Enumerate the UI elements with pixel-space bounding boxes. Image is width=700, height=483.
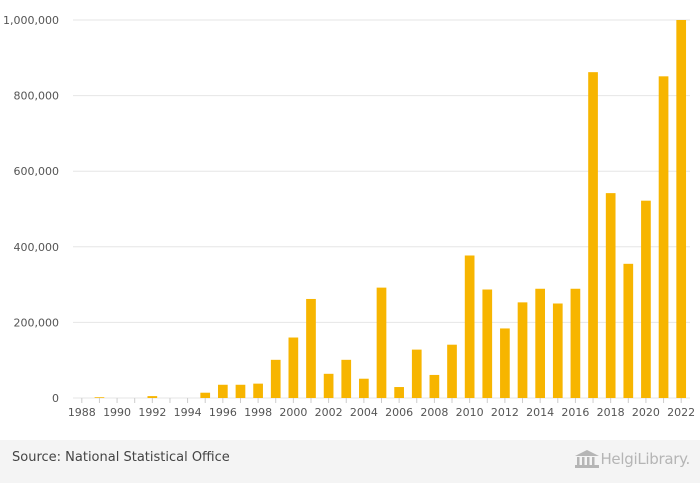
bar-2000[interactable]	[288, 337, 299, 398]
x-tick-label: 2020	[632, 406, 660, 419]
x-tick-label: 2000	[279, 406, 307, 419]
bar-2002[interactable]	[323, 373, 334, 398]
y-tick-label: 400,000	[14, 241, 60, 254]
x-tick-label: 2002	[315, 406, 343, 419]
x-tick-label: 1992	[138, 406, 166, 419]
x-tick-label: 2012	[491, 406, 519, 419]
x-tick-label: 2004	[350, 406, 378, 419]
bar-1997[interactable]	[235, 384, 246, 398]
bar-2016[interactable]	[570, 288, 581, 398]
x-tick-label: 2014	[526, 406, 554, 419]
bar-1995[interactable]	[200, 392, 211, 398]
bar-2008[interactable]	[429, 374, 440, 398]
x-tick-label: 2016	[561, 406, 589, 419]
bar-2022[interactable]	[676, 20, 687, 398]
bar-2020[interactable]	[641, 200, 651, 398]
y-tick-label: 0	[52, 392, 59, 405]
bar-2004[interactable]	[359, 378, 369, 398]
library-building-icon	[575, 450, 600, 468]
bar-2009[interactable]	[447, 344, 457, 398]
source-note: Source: National Statistical Office	[12, 450, 230, 465]
bars	[94, 20, 687, 399]
x-tick-label: 1994	[174, 406, 202, 419]
bar-2012[interactable]	[500, 328, 510, 398]
bar-2014[interactable]	[535, 288, 546, 398]
bar-2013[interactable]	[517, 302, 528, 398]
y-tick-label: 600,000	[14, 165, 60, 178]
bar-2005[interactable]	[376, 287, 387, 398]
bar-2010[interactable]	[464, 255, 475, 398]
x-axis-ticks: 1988 1990 1992 1994 1996 1998 2000 2002 2004 2006…	[68, 398, 695, 419]
bar-1989[interactable]	[94, 397, 105, 398]
chart-footer: Source: National Statistical Office Helg…	[0, 440, 700, 483]
x-tick-label: 2006	[385, 406, 413, 419]
x-tick-label: 1988	[68, 406, 96, 419]
x-tick-label: 1998	[244, 406, 272, 419]
bar-2021[interactable]	[658, 76, 669, 399]
x-tick-label: 2018	[597, 406, 625, 419]
bar-1992[interactable]	[147, 396, 158, 398]
bar-2011[interactable]	[482, 289, 493, 398]
x-tick-label: 1996	[209, 406, 237, 419]
bar-2007[interactable]	[411, 349, 422, 398]
bar-1996[interactable]	[217, 384, 228, 398]
x-tick-label: 2008	[420, 406, 448, 419]
bar-1999[interactable]	[270, 359, 281, 398]
bar-2001[interactable]	[306, 298, 316, 398]
x-tick-label: 2010	[456, 406, 484, 419]
logo-text: HelgiLibrary.	[600, 450, 690, 468]
bar-2006[interactable]	[394, 387, 404, 398]
y-tick-label: 800,000	[14, 90, 60, 103]
helgilibrary-logo[interactable]: HelgiLibrary.	[574, 448, 690, 470]
bar-2018[interactable]	[605, 193, 616, 398]
bar-2015[interactable]	[552, 303, 563, 399]
y-axis-ticks: 0 200,000 400,000 600,000 800,000 1,000,000	[3, 14, 59, 405]
x-tick-label: 1990	[103, 406, 131, 419]
y-tick-label: 200,000	[14, 316, 60, 329]
y-tick-label: 1,000,000	[3, 14, 59, 27]
x-tick-label: 2022	[667, 406, 695, 419]
bar-2019[interactable]	[623, 263, 634, 398]
bar-chart: 0 200,000 400,000 600,000 800,000 1,000,000 1…	[3, 14, 695, 419]
bar-2003[interactable]	[341, 359, 352, 398]
bar-2017[interactable]	[588, 72, 598, 398]
bar-1998[interactable]	[253, 383, 263, 398]
gridlines	[73, 19, 690, 399]
